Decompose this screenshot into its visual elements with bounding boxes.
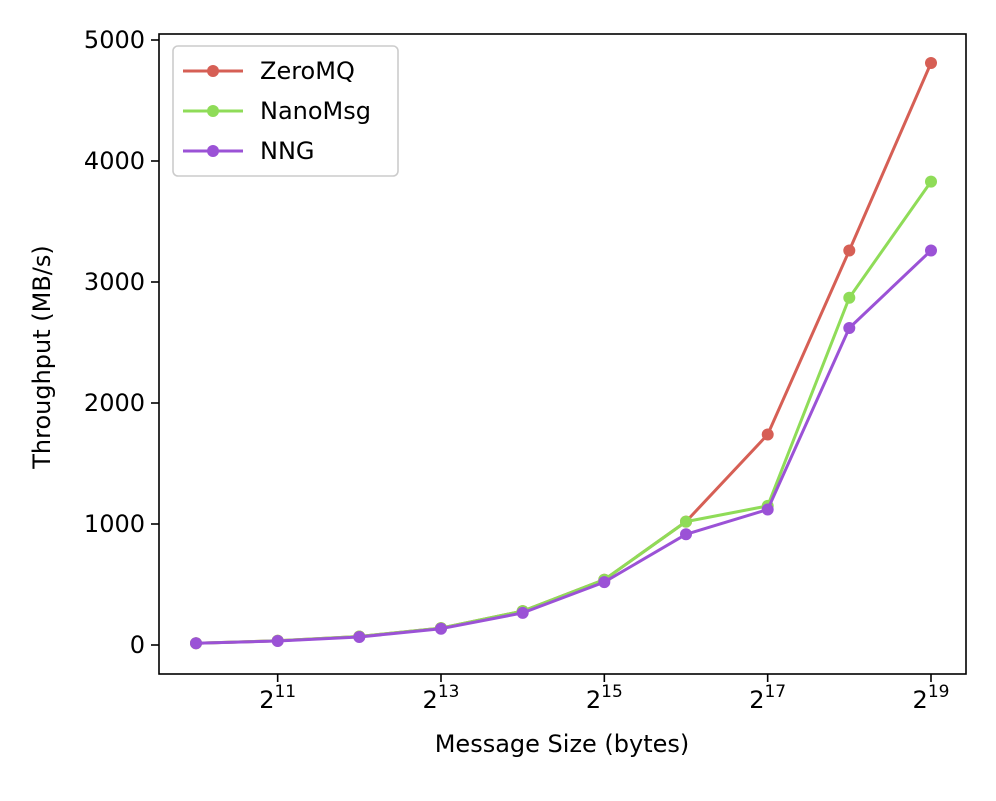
x-tick-label: 211 bbox=[259, 682, 296, 714]
legend-entry-nanomsg: NanoMsg bbox=[183, 97, 371, 125]
data-point bbox=[598, 576, 611, 589]
legend-marker bbox=[207, 65, 219, 77]
data-point bbox=[761, 503, 774, 516]
legend-marker bbox=[207, 105, 219, 117]
y-tick-label: 2000 bbox=[84, 389, 145, 417]
data-point bbox=[680, 528, 692, 541]
data-point bbox=[516, 606, 529, 619]
x-axis-label: Message Size (bytes) bbox=[435, 730, 690, 758]
legend-label: NanoMsg bbox=[260, 97, 371, 125]
data-point bbox=[843, 244, 856, 257]
data-point bbox=[271, 635, 284, 647]
legend: ZeroMQ NanoMsg NNG bbox=[172, 45, 399, 177]
data-point bbox=[925, 175, 937, 188]
x-tick-label: 217 bbox=[749, 682, 786, 714]
y-tick-label: 0 bbox=[130, 631, 145, 659]
data-point bbox=[761, 428, 774, 441]
y-tick-label: 1000 bbox=[84, 510, 145, 538]
series-nanomsg bbox=[190, 175, 937, 650]
legend-label: ZeroMQ bbox=[260, 57, 355, 85]
series-line bbox=[195, 180, 933, 645]
x-tick-label: 219 bbox=[913, 682, 950, 714]
x-tick-label: 215 bbox=[586, 682, 623, 714]
axes: 0 1000 2000 3000 4000 5000 211 213 215 217 219 bbox=[84, 26, 967, 714]
y-tick-label: 3000 bbox=[84, 268, 145, 296]
data-point bbox=[925, 244, 937, 257]
legend-marker bbox=[207, 145, 219, 157]
legend-entry-zeromq: ZeroMQ bbox=[183, 57, 355, 85]
data-point bbox=[680, 515, 692, 528]
data-point bbox=[843, 322, 856, 334]
data-point bbox=[843, 291, 856, 304]
series-line bbox=[195, 249, 933, 645]
series-nng bbox=[190, 244, 937, 650]
data-point bbox=[353, 631, 366, 643]
data-point bbox=[435, 622, 447, 635]
data-point bbox=[190, 637, 202, 650]
legend-label: NNG bbox=[260, 137, 315, 165]
y-tick-label: 5000 bbox=[84, 26, 145, 54]
x-tick-label: 213 bbox=[423, 682, 460, 714]
data-point bbox=[925, 57, 937, 69]
plot-frame bbox=[158, 33, 967, 675]
plot-area bbox=[190, 57, 937, 650]
y-axis-label: Throughput (MB/s) bbox=[28, 245, 56, 470]
legend-entry-nng: NNG bbox=[183, 137, 315, 165]
legend-box bbox=[172, 45, 399, 177]
y-tick-label: 4000 bbox=[84, 147, 145, 175]
